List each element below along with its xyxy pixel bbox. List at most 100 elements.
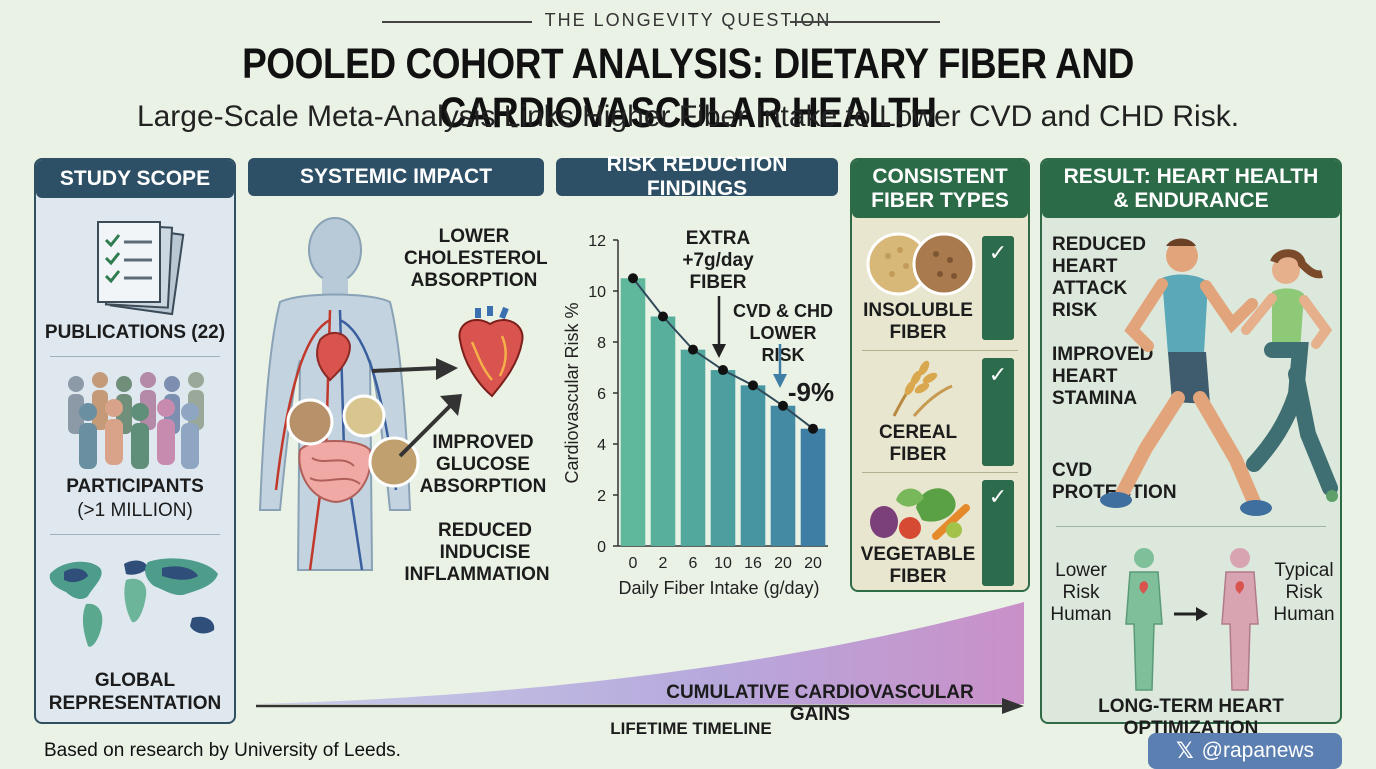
impact-label-cholesterol-2: CHOLESTEROL xyxy=(404,248,548,269)
data-point xyxy=(808,423,818,434)
footer-source: Based on research by University of Leeds… xyxy=(44,740,401,761)
impact-label-inflammation-2: INDUCISE xyxy=(439,542,531,563)
bar xyxy=(650,316,676,546)
benefit-heart-attack-4: RISK xyxy=(1052,300,1098,321)
documents-icon xyxy=(97,221,185,316)
lower-risk-1: Lower xyxy=(1055,560,1107,581)
benefit-heart-attack-2: HEART xyxy=(1052,256,1118,277)
study-scope-panel: STUDY SCOPE PUBLICATIONS (22) PARTICIPAN… xyxy=(34,158,236,724)
annotation-lower-1: CVD & CHD xyxy=(732,301,833,321)
human-body-icon xyxy=(258,217,420,571)
scope-divider-2 xyxy=(50,534,220,535)
annotation-extra-1: EXTRA xyxy=(685,228,751,249)
fiber-divider-1 xyxy=(862,350,1018,351)
risk-findings-heading: RISK REDUCTION FINDINGS xyxy=(556,153,838,200)
timeline-label: LIFETIME TIMELINE xyxy=(610,719,772,738)
x-tick-label: 16 xyxy=(744,555,762,572)
annotation-lower-2: LOWER RISK xyxy=(749,323,817,365)
bar xyxy=(770,405,796,546)
impact-label-glucose-1: IMPROVED xyxy=(432,432,534,453)
fiber-divider-2 xyxy=(862,472,1018,473)
bar xyxy=(740,385,766,546)
typical-risk-1: Typical xyxy=(1274,560,1334,581)
vegetable-label-2: FIBER xyxy=(889,566,947,587)
vegetables-icon xyxy=(870,488,970,540)
annotation-extra-2: +7g/day xyxy=(682,250,754,271)
impact-label-glucose-3: ABSORPTION xyxy=(419,476,547,497)
timeline-wedge xyxy=(256,602,1024,714)
insoluble-check: ✓ xyxy=(982,236,1014,340)
y-tick-label: 10 xyxy=(588,284,606,301)
lower-risk-3: Human xyxy=(1050,604,1112,625)
y-axis-label: Cardiovascular Risk % xyxy=(562,302,582,483)
study-scope-heading: STUDY SCOPE xyxy=(36,160,234,198)
data-point xyxy=(748,380,758,391)
page-title: POOLED COHORT ANALYSIS: DIETARY FIBER AN… xyxy=(242,40,1134,137)
annotation-pct: -9% xyxy=(787,377,835,407)
benefit-stamina-1: IMPROVED xyxy=(1052,344,1154,365)
result-heading-line1: RESULT: HEART HEALTH xyxy=(1063,165,1319,188)
x-axis-label: Daily Fiber Intake (g/day) xyxy=(618,578,819,598)
participants-count: (>1 MILLION) xyxy=(77,500,193,521)
impact-label-inflammation-1: REDUCED xyxy=(438,520,532,541)
handle-text: @rapanews xyxy=(1201,739,1315,762)
page-subtitle: Large-Scale Meta-Analysis Links Higher F… xyxy=(136,100,1240,133)
x-tick-label: 20 xyxy=(774,555,792,572)
result-divider xyxy=(1056,526,1326,527)
benefit-heart-attack-3: ATTACK xyxy=(1052,278,1128,299)
publications-label: PUBLICATIONS (22) xyxy=(44,322,226,343)
y-tick-label: 0 xyxy=(597,539,606,556)
y-tick-label: 2 xyxy=(597,488,606,505)
timeline-gains-label: CUMULATIVE CARDIOVASCULAR GAINS xyxy=(666,682,974,725)
participants-label: PARTICIPANTS xyxy=(66,476,204,497)
data-point xyxy=(628,273,638,284)
impact-label-inflammation-3: INFLAMMATION xyxy=(404,564,550,585)
typical-risk-3: Human xyxy=(1273,604,1335,625)
kicker-text: THE LONGEVITY QUESTION xyxy=(544,10,832,30)
bar xyxy=(710,370,736,546)
arrow-down-icon xyxy=(712,296,726,358)
x-tick-label: 10 xyxy=(714,555,732,572)
result-heading-line2: & ENDURANCE xyxy=(1113,189,1269,212)
result-panel: RESULT: HEART HEALTH & ENDURANCE REDUCED… xyxy=(1040,158,1342,739)
data-point xyxy=(658,311,668,322)
data-point xyxy=(718,365,728,376)
world-map-icon xyxy=(49,558,218,647)
bar xyxy=(620,278,646,546)
benefit-cvd-1: CVD xyxy=(1052,460,1093,481)
data-point xyxy=(688,344,698,355)
y-tick-label: 12 xyxy=(588,233,606,250)
benefit-heart-attack-1: REDUCED xyxy=(1052,234,1146,255)
fiber-types-heading-line2: FIBER TYPES xyxy=(871,189,1009,212)
impact-label-cholesterol-3: ABSORPTION xyxy=(410,270,538,291)
kicker: THE LONGEVITY QUESTION xyxy=(0,10,1376,31)
insoluble-label-1: INSOLUBLE xyxy=(863,300,973,321)
heart-icon xyxy=(458,306,524,398)
fiber-types-heading-line1: CONSISTENT xyxy=(872,165,1008,188)
cereal-label-2: FIBER xyxy=(889,444,947,465)
y-tick-label: 6 xyxy=(597,386,606,403)
bar xyxy=(680,349,706,546)
kicker-line-left xyxy=(382,21,532,23)
cereal-label-1: CEREAL xyxy=(878,422,958,443)
fiber-types-heading: CONSISTENT FIBER TYPES xyxy=(852,160,1028,218)
runners-icon xyxy=(1100,238,1338,516)
handle-badge[interactable]: 𝕏 @rapanews xyxy=(1148,733,1342,769)
kicker-line-right xyxy=(790,21,940,23)
fiber-types-panel: CONSISTENT FIBER TYPES ✓ INSOLUBLE FIBER… xyxy=(850,158,1030,592)
arrow-to-heart-icon xyxy=(371,358,458,380)
insoluble-label-2: FIBER xyxy=(889,322,947,343)
systemic-impact-heading: SYSTEMIC IMPACT xyxy=(248,158,544,196)
vegetable-check: ✓ xyxy=(982,480,1014,586)
lower-risk-2: Risk xyxy=(1062,582,1100,603)
risk-chart: 0 2 4 6 8 10 12 0 2 6 10 16 20 20 Daily Fiber Intake (… xyxy=(562,233,828,598)
y-tick-label: 4 xyxy=(597,437,606,454)
result-heading: RESULT: HEART HEALTH & ENDURANCE xyxy=(1042,160,1340,218)
annotation-extra-3: FIBER xyxy=(689,272,747,293)
arrow-down-blue-icon xyxy=(773,344,787,388)
x-logo-icon: 𝕏 xyxy=(1175,738,1194,763)
x-tick-label: 2 xyxy=(659,555,668,572)
impact-label-glucose-2: GLUCOSE xyxy=(436,454,530,475)
grains-icon xyxy=(866,232,976,296)
typical-risk-2: Risk xyxy=(1285,582,1323,603)
